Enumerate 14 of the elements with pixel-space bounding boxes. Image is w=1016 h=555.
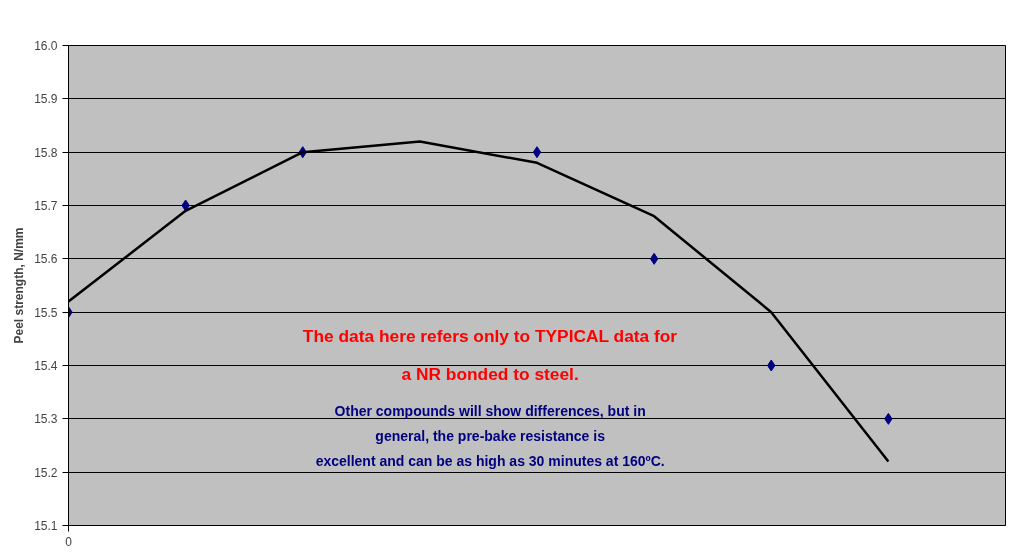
annotation: The data here refers only to TYPICAL data for a NR bonded to steel.: [302, 326, 678, 384]
y-tick-label: 16.0: [34, 39, 58, 53]
x-tick-label: 0: [65, 534, 73, 549]
y-tick-label: 15.3: [34, 412, 58, 427]
y-tick-label: 15.8: [34, 145, 58, 160]
annotation: Other compounds will show differences, but in general, the pre-bake resistance is excellent and can be as high as 30 minutes at 160ºC.: [315, 402, 665, 469]
y-tick-label: 15.1: [34, 519, 58, 533]
y-tick-label: 15.6: [34, 252, 58, 267]
y-tick-label: 15.4: [34, 359, 58, 373]
y-tick-label: 15.7: [34, 199, 58, 213]
y-tick-label: 15.9: [34, 92, 58, 107]
y-axis-title: Peel strength, N/mm: [12, 227, 27, 344]
y-tick-label: 15.2: [34, 465, 58, 480]
y-tick-label: 15.5: [34, 305, 58, 320]
